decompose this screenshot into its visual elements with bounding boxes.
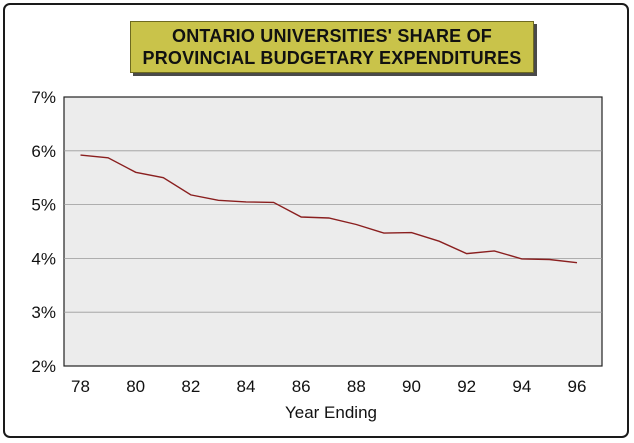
x-tick-label: 88 <box>347 377 366 396</box>
gridlines <box>64 150 602 313</box>
series-line <box>80 154 578 264</box>
chart-title-line-1: ONTARIO UNIVERSITIES' SHARE OF <box>172 26 492 46</box>
plot-area <box>63 96 603 367</box>
x-tick-label: 92 <box>457 377 476 396</box>
x-tick-label: 86 <box>292 377 311 396</box>
x-tick-label: 96 <box>568 377 587 396</box>
y-axis-ticks: 2% 3% 4% 5% 6% 7% <box>31 88 56 376</box>
x-tick-label: 78 <box>71 377 90 396</box>
x-tick-label: 82 <box>181 377 200 396</box>
y-tick-label: 4% <box>31 249 56 268</box>
y-tick-label: 2% <box>31 357 56 376</box>
x-axis-title: Year Ending <box>285 403 377 422</box>
y-tick-label: 5% <box>31 196 56 215</box>
y-tick-label: 7% <box>31 88 56 107</box>
chart-title-line-2: PROVINCIAL BUDGETARY EXPENDITURES <box>142 48 522 68</box>
x-axis-ticks: 78 80 82 84 86 88 90 92 94 96 <box>71 377 586 396</box>
y-tick-label: 6% <box>31 142 56 161</box>
x-tick-label: 80 <box>126 377 145 396</box>
chart-title-box: ONTARIO UNIVERSITIES' SHARE OF PROVINCIA… <box>130 21 534 73</box>
x-tick-label: 90 <box>402 377 421 396</box>
y-tick-label: 3% <box>31 303 56 322</box>
x-tick-label: 84 <box>237 377 256 396</box>
x-tick-label: 94 <box>512 377 531 396</box>
